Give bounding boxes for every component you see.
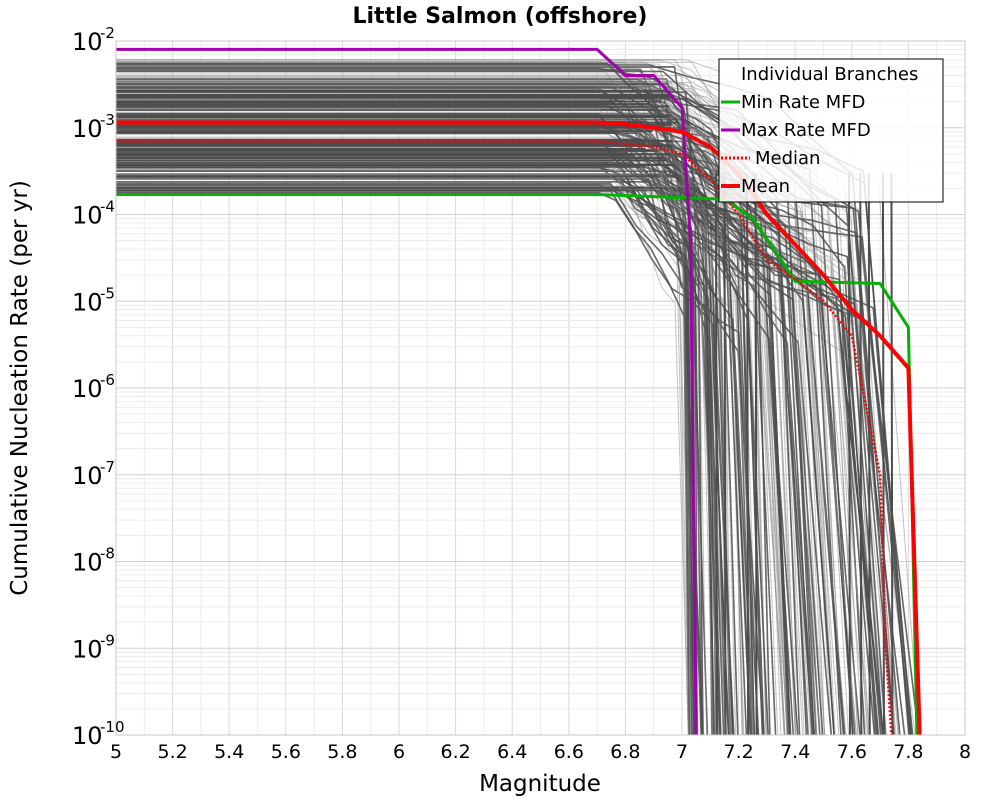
legend-label: Mean [741, 176, 790, 197]
y-tick-exponent: -6 [100, 371, 115, 389]
x-tick-label: 5.8 [327, 741, 357, 763]
y-tick-exponent: -5 [100, 284, 115, 302]
branch-line [116, 170, 769, 736]
branch-drop [847, 173, 851, 736]
chart-title: Little Salmon (offshore) [353, 4, 648, 29]
branch-line [116, 181, 722, 736]
series-median [116, 139, 893, 736]
branch-line [116, 189, 799, 736]
x-tick-label: 6.2 [440, 741, 470, 763]
branch-line [116, 126, 714, 736]
x-tick-label: 7.2 [723, 741, 753, 763]
x-tick-label: 7 [676, 741, 688, 763]
y-tick-exponent: -7 [100, 458, 115, 476]
branch-line [116, 142, 722, 736]
branch-drop [746, 173, 750, 736]
x-tick-labels: 5 5.2 5.4 5.6 5.8 6 6.2 6.4 6.6 6.8 7 7.2 7.4 7.6 7.8 8 [110, 741, 971, 763]
legend-box [718, 58, 944, 203]
branch-drop [723, 173, 727, 736]
x-tick-label: 8 [959, 741, 971, 763]
legend-label: Individual Branches [741, 64, 918, 85]
branch-drop [890, 173, 894, 736]
y-tick-exponent: -9 [100, 631, 115, 649]
branch-drop [881, 173, 885, 736]
x-axis-label: Magnitude [479, 771, 601, 797]
branch-line [116, 153, 884, 736]
x-tick-label: 5.6 [271, 741, 301, 763]
branch-drop [754, 173, 758, 736]
series-max-rate-mfd [116, 47, 698, 736]
y-tick-label: 10 [72, 549, 103, 577]
plot-frame [115, 40, 966, 736]
y-tick-label: 10 [72, 202, 103, 230]
x-tick-label: 6.6 [554, 741, 584, 763]
x-tick-label: 5 [110, 741, 122, 763]
x-tick-label: 7.8 [893, 741, 923, 763]
y-tick-exponent: -3 [100, 111, 115, 129]
legend-label: Min Rate MFD [741, 92, 865, 113]
y-tick-label: 10 [72, 635, 103, 663]
x-tick-label: 7.4 [780, 741, 810, 763]
x-tick-label: 6 [393, 741, 405, 763]
branch-line [116, 173, 796, 736]
branch-line [116, 175, 764, 736]
x-tick-label: 6.4 [497, 741, 527, 763]
legend-label: Max Rate MFD [741, 120, 871, 141]
x-tick-label: 6.8 [610, 741, 640, 763]
branch-drop [867, 173, 871, 736]
y-tick-label: 10 [72, 288, 103, 316]
legend: Individual Branches Min Rate MFD Max Rate … [718, 58, 944, 203]
y-tick-label: 10 [72, 115, 103, 143]
branch-line [116, 151, 737, 736]
branch-line [116, 66, 704, 736]
x-tick-label: 7.6 [837, 741, 867, 763]
y-tick-label: 10 [72, 722, 103, 750]
legend-label: Median [755, 148, 820, 169]
x-tick-label: 5.4 [214, 741, 244, 763]
branch-drop [859, 173, 863, 736]
y-tick-exponent: -10 [100, 718, 125, 736]
y-tick-exponent: -8 [100, 545, 115, 563]
y-tick-exponent: -4 [100, 198, 115, 216]
y-tick-exponent: -2 [100, 24, 115, 42]
y-tick-label: 10 [72, 375, 103, 403]
branch-line [116, 91, 698, 736]
x-tick-label: 5.2 [157, 741, 187, 763]
branch-line [116, 185, 859, 736]
series-min-rate-mfd [116, 193, 919, 736]
y-tick-labels: 10-210-310-410-510-610-710-810-910-10 [72, 24, 125, 750]
y-axis-label: Cumulative Nucleation Rate (per yr) [7, 180, 33, 596]
y-tick-label: 10 [72, 28, 103, 56]
branch-drop [714, 173, 718, 736]
individual-branches [116, 59, 920, 736]
y-tick-label: 10 [72, 462, 103, 490]
branch-line [116, 130, 899, 736]
